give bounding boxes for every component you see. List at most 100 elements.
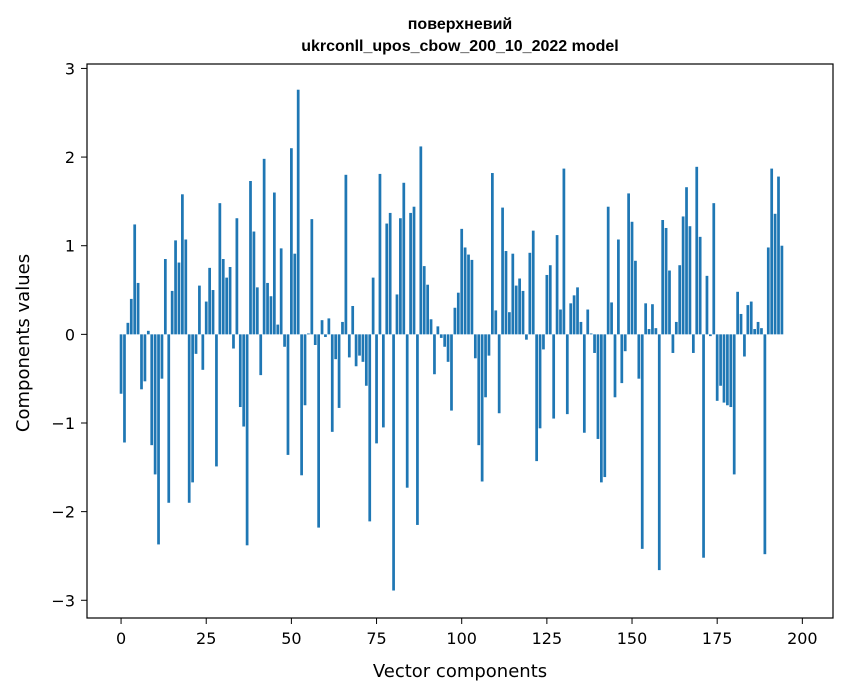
bar [709, 334, 712, 337]
bar [746, 305, 750, 335]
bar [191, 334, 194, 483]
bar [484, 334, 487, 398]
x-axis-label: Vector components [373, 661, 547, 682]
bar [460, 228, 464, 335]
bar [617, 239, 620, 335]
bar [497, 334, 501, 414]
bar [739, 313, 743, 335]
bar [140, 334, 143, 390]
bar [429, 319, 433, 335]
bar [252, 231, 256, 335]
bar [320, 320, 324, 335]
bar [416, 334, 419, 525]
bar [603, 334, 607, 478]
bar [722, 334, 726, 403]
plot-frame [86, 63, 834, 619]
bar [654, 328, 658, 335]
bar [627, 193, 630, 335]
bar [123, 334, 126, 443]
y-tick-label: 0 [65, 325, 75, 344]
bar [637, 334, 641, 379]
bar [170, 290, 174, 335]
bar [232, 334, 235, 349]
bar [586, 309, 590, 335]
bar [589, 333, 593, 335]
bar [610, 302, 613, 335]
bar [269, 296, 273, 335]
bar [218, 203, 222, 335]
bar [702, 334, 705, 558]
bar [760, 328, 763, 335]
bar [136, 282, 140, 335]
bar [473, 334, 477, 359]
bar [184, 239, 188, 335]
bar [681, 216, 685, 335]
bar [419, 146, 423, 335]
x-tick-label: 125 [532, 629, 563, 648]
bar [712, 203, 716, 335]
bar [157, 334, 160, 545]
bar [266, 282, 269, 335]
bar [181, 194, 184, 335]
bar [467, 254, 470, 335]
bar [146, 330, 150, 335]
bar [290, 148, 293, 335]
bar [538, 334, 542, 429]
bar [456, 292, 460, 335]
bar [446, 334, 450, 362]
bar [763, 334, 767, 555]
bar [576, 287, 579, 335]
bar [606, 206, 610, 335]
bar [351, 305, 355, 335]
bar [668, 270, 671, 335]
bar [555, 235, 559, 335]
bar [528, 252, 532, 335]
bar [674, 321, 678, 335]
bar [364, 334, 368, 386]
bar [443, 334, 447, 347]
y-tick-label: 3 [65, 59, 75, 78]
bar [548, 265, 552, 335]
bar [651, 304, 654, 335]
bar [249, 181, 252, 335]
bar [385, 223, 389, 335]
bar [204, 301, 208, 335]
bar [150, 334, 154, 446]
x-tick-label: 0 [116, 629, 126, 648]
bar [433, 334, 436, 375]
bar [521, 290, 525, 335]
bar [634, 260, 637, 335]
bar [163, 259, 167, 335]
bar [378, 173, 382, 335]
bar [671, 334, 675, 353]
bar [525, 334, 528, 340]
bar [405, 334, 409, 488]
bar [347, 334, 351, 358]
bar [623, 334, 627, 352]
bar [388, 212, 392, 335]
x-tick-label: 175 [702, 629, 733, 648]
bar [324, 334, 327, 338]
bar [780, 245, 784, 335]
x-axis-ticks: 0 25 50 75 100 125 150 175 200 [116, 618, 818, 648]
bar [259, 334, 263, 376]
bar [371, 277, 375, 335]
bar [242, 334, 246, 427]
bar [630, 221, 634, 335]
bar [685, 187, 688, 335]
bar [439, 334, 443, 338]
bar [695, 166, 699, 335]
bar [354, 334, 358, 367]
bar-series [119, 89, 784, 591]
bar [719, 334, 722, 386]
bar [198, 285, 201, 335]
bar [153, 334, 157, 475]
y-axis-label: Components values [13, 254, 34, 432]
bar [729, 334, 733, 408]
bar [705, 275, 709, 335]
y-tick-label: −2 [51, 503, 75, 522]
bar [613, 334, 617, 398]
bar [228, 266, 232, 335]
y-axis-ticks: −3 −2 −1 0 1 2 3 [51, 59, 87, 610]
bar [579, 321, 583, 335]
